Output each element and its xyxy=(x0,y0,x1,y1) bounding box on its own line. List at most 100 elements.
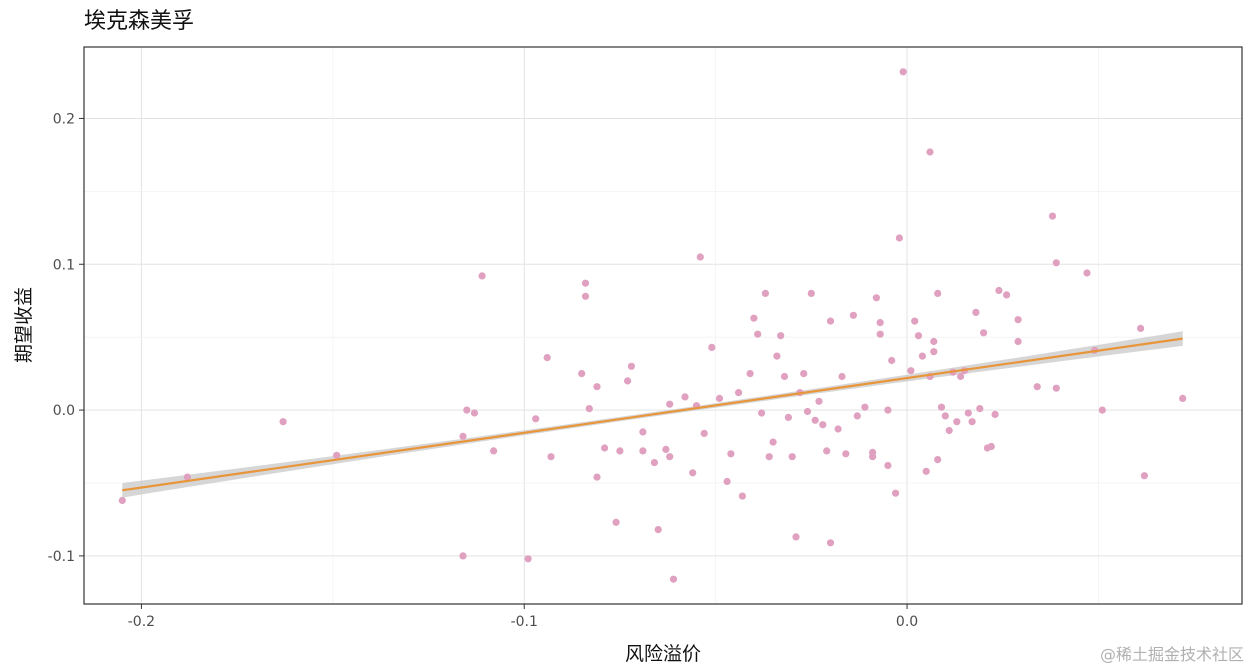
data-point xyxy=(183,473,191,481)
data-point xyxy=(624,377,632,385)
y-axis-title: 期望收益 xyxy=(13,287,35,363)
data-point xyxy=(780,372,789,381)
data-point xyxy=(459,552,467,560)
data-point xyxy=(769,438,777,446)
data-point xyxy=(738,492,747,500)
data-point xyxy=(934,456,942,464)
data-point xyxy=(876,330,884,338)
data-point xyxy=(696,253,704,261)
data-point xyxy=(547,453,555,461)
y-tick-label: 0.2 xyxy=(53,111,75,127)
data-point xyxy=(861,403,869,411)
data-points xyxy=(118,68,1187,583)
data-point xyxy=(750,314,758,322)
data-point xyxy=(735,389,743,397)
data-point xyxy=(777,332,785,340)
data-point xyxy=(581,279,590,287)
data-point xyxy=(834,425,842,433)
data-point xyxy=(788,453,796,461)
data-point xyxy=(543,354,551,362)
data-point xyxy=(612,518,620,526)
data-point xyxy=(1137,324,1145,332)
watermark: @稀土掘金技术社区 xyxy=(1100,645,1244,664)
fit-line-group xyxy=(122,337,1183,492)
data-point xyxy=(976,405,984,413)
y-tick-label: -0.1 xyxy=(48,549,75,565)
data-point xyxy=(754,330,762,338)
data-point xyxy=(815,397,823,405)
data-point xyxy=(823,447,831,455)
data-point xyxy=(1052,384,1060,392)
plot-panel-border xyxy=(83,46,1243,605)
data-point xyxy=(972,308,980,316)
data-point xyxy=(884,406,892,414)
data-point xyxy=(980,329,988,337)
data-point xyxy=(708,343,716,351)
axis-ticks: -0.2 -0.1 0.0 -0.1 0.0 0.1 0.2 xyxy=(48,111,919,630)
data-point xyxy=(639,428,647,436)
data-point xyxy=(1033,383,1041,391)
data-point xyxy=(1052,259,1060,267)
data-point xyxy=(773,352,781,360)
data-point xyxy=(957,372,965,381)
data-point xyxy=(922,467,930,475)
data-point xyxy=(627,362,636,370)
data-point xyxy=(930,348,938,356)
data-point xyxy=(876,319,884,327)
data-point xyxy=(669,575,678,583)
data-point xyxy=(838,372,846,381)
fit-line xyxy=(122,337,1183,492)
data-point xyxy=(746,370,754,378)
data-point xyxy=(1083,269,1091,277)
data-point xyxy=(279,418,287,426)
data-point xyxy=(662,445,670,453)
data-point xyxy=(918,352,927,360)
data-point xyxy=(459,432,467,440)
x-tick-label: 0.0 xyxy=(896,614,918,630)
data-point xyxy=(853,412,861,420)
data-point xyxy=(872,294,881,302)
data-point xyxy=(723,477,731,486)
data-point xyxy=(1098,406,1106,414)
data-point xyxy=(934,289,942,297)
data-point xyxy=(700,429,708,437)
data-point xyxy=(953,418,961,426)
data-point xyxy=(478,272,486,280)
data-point xyxy=(930,337,938,346)
data-point xyxy=(1003,291,1011,299)
data-point xyxy=(926,148,934,156)
data-point xyxy=(470,409,479,417)
data-point xyxy=(727,450,735,458)
data-point xyxy=(807,289,815,297)
data-point xyxy=(895,234,904,242)
data-point xyxy=(803,407,812,416)
data-point xyxy=(800,370,808,378)
data-point xyxy=(689,469,697,477)
data-point xyxy=(941,412,949,420)
x-axis-title: 风险溢价 xyxy=(625,643,701,665)
data-point xyxy=(666,453,674,461)
data-point xyxy=(1014,337,1022,346)
data-point xyxy=(1048,212,1057,220)
data-point xyxy=(581,292,590,300)
data-point xyxy=(811,416,819,424)
data-point xyxy=(1140,472,1148,480)
data-point xyxy=(761,289,770,297)
data-point xyxy=(914,332,923,340)
data-point xyxy=(849,311,858,319)
grid-lines xyxy=(84,47,1242,604)
data-point xyxy=(1179,394,1187,402)
data-point xyxy=(911,317,919,325)
data-point xyxy=(991,410,999,418)
y-tick-label: 0.0 xyxy=(53,403,75,419)
data-point xyxy=(968,418,976,426)
data-point xyxy=(593,383,601,391)
data-point xyxy=(987,442,995,451)
data-point xyxy=(681,393,689,401)
data-point xyxy=(907,367,915,375)
data-point xyxy=(899,68,907,76)
data-point xyxy=(715,394,724,402)
data-point xyxy=(819,421,827,429)
chart-title: 埃克森美孚 xyxy=(84,9,194,34)
x-tick-label: -0.1 xyxy=(511,614,538,630)
